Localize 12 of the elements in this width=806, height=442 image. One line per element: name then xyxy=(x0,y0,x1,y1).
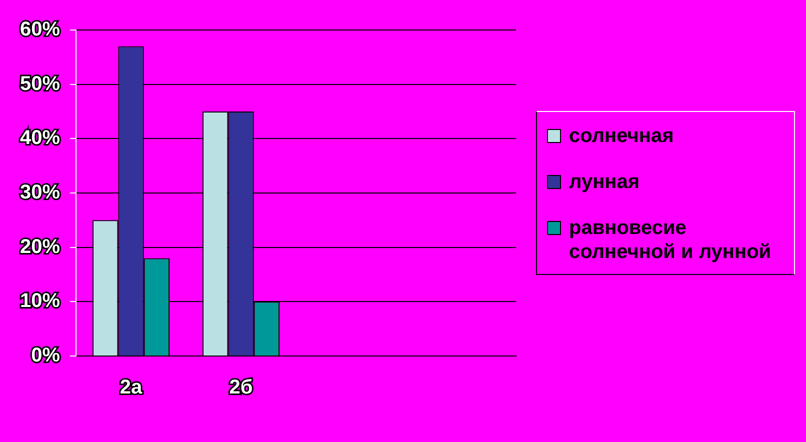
y-tick-label: 10% xyxy=(20,290,60,312)
x-tick-label: 2б xyxy=(229,376,253,399)
y-tick-label: 60% xyxy=(20,18,60,41)
y-tick-label: 40% xyxy=(20,127,60,150)
x-tick-label: 2а xyxy=(120,376,144,399)
y-tick-label: 20% xyxy=(20,236,60,258)
legend-label: лунная xyxy=(569,170,640,194)
legend-label: равновесие солнечной и лунной xyxy=(569,216,772,264)
legend-label: солнечная xyxy=(569,124,674,148)
y-tick-label: 30% xyxy=(20,182,60,204)
y-tick-label: 50% xyxy=(20,72,60,95)
y-tick-label: 0% xyxy=(31,344,60,367)
